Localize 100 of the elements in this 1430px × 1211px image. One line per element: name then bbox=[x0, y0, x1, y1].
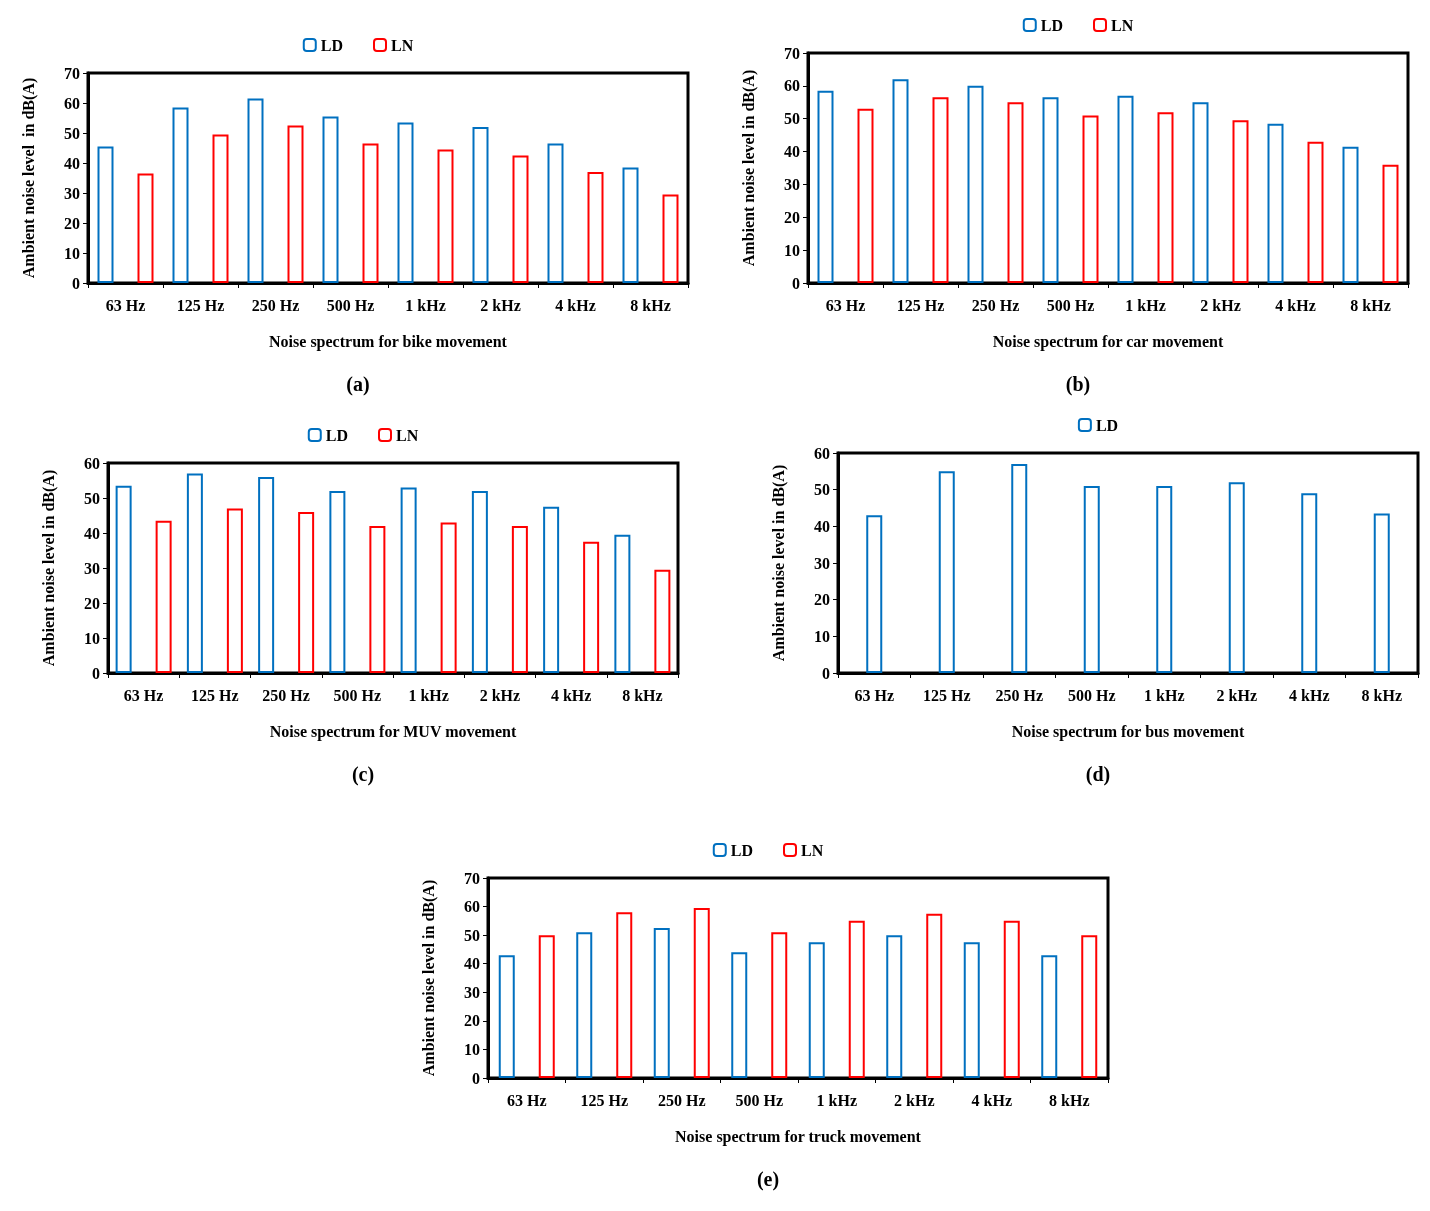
bar bbox=[172, 107, 189, 283]
x-tick-label: 500 Hz bbox=[326, 296, 375, 314]
x-axis-title: Noise spectrum for bus movement bbox=[1011, 722, 1245, 741]
y-tick-label: 60 bbox=[64, 94, 80, 112]
x-tick-label: 4 kHz bbox=[971, 1091, 1012, 1109]
y-tick-label: 60 bbox=[814, 444, 830, 462]
bar bbox=[1232, 120, 1249, 283]
bar bbox=[472, 127, 489, 283]
y-axis-title: Ambient noise level in dB(A) bbox=[19, 77, 38, 279]
bar bbox=[1041, 955, 1058, 1078]
x-tick-label: 8 kHz bbox=[1361, 686, 1402, 704]
bar bbox=[547, 143, 564, 283]
x-tick-label: 4 kHz bbox=[1289, 686, 1330, 704]
y-tick-label: 0 bbox=[92, 664, 100, 682]
x-tick-label: 125 Hz bbox=[922, 686, 971, 704]
x-tick-label: 250 Hz bbox=[995, 686, 1044, 704]
bar bbox=[662, 194, 679, 283]
bar bbox=[1003, 920, 1020, 1078]
bar bbox=[583, 541, 600, 673]
legend-label: LD bbox=[325, 426, 349, 444]
x-tick-label: 250 Hz bbox=[251, 296, 300, 314]
y-tick-label: 30 bbox=[814, 554, 830, 572]
bar bbox=[587, 172, 604, 283]
bar bbox=[963, 942, 980, 1078]
bar bbox=[886, 935, 903, 1078]
y-tick-label: 70 bbox=[464, 869, 480, 887]
x-tick-label: 4 kHz bbox=[1275, 296, 1316, 314]
y-tick-label: 0 bbox=[792, 274, 800, 292]
y-tick-label: 10 bbox=[784, 241, 800, 259]
y-tick-label: 20 bbox=[784, 208, 800, 226]
y-tick-label: 10 bbox=[64, 244, 80, 262]
bar bbox=[212, 134, 229, 283]
legend-label: LD bbox=[1095, 416, 1119, 434]
y-tick-label: 50 bbox=[464, 926, 480, 944]
bar bbox=[397, 122, 414, 283]
bar bbox=[1301, 493, 1318, 673]
bar bbox=[1156, 486, 1173, 673]
bar bbox=[369, 526, 386, 673]
y-tick-label: 60 bbox=[464, 898, 480, 916]
y-tick-label: 40 bbox=[84, 524, 100, 542]
bar bbox=[440, 522, 457, 673]
bar bbox=[1011, 464, 1028, 673]
bar bbox=[857, 108, 874, 283]
y-tick-label: 60 bbox=[84, 454, 100, 472]
bar bbox=[653, 928, 670, 1078]
y-tick-label: 10 bbox=[814, 627, 830, 645]
x-tick-label: 63 Hz bbox=[854, 686, 895, 704]
bar bbox=[512, 155, 529, 283]
bar bbox=[1157, 112, 1174, 283]
bar bbox=[817, 90, 834, 283]
y-tick-label: 0 bbox=[472, 1069, 480, 1087]
bar bbox=[329, 491, 346, 673]
bar bbox=[362, 143, 379, 283]
legend-label: LD bbox=[1040, 16, 1064, 34]
y-tick-label: 70 bbox=[784, 44, 800, 62]
y-tick-label: 10 bbox=[464, 1040, 480, 1058]
bar bbox=[1042, 97, 1059, 283]
bar bbox=[967, 85, 984, 283]
x-tick-label: 8 kHz bbox=[622, 686, 663, 704]
bar bbox=[576, 932, 593, 1078]
x-tick-label: 500 Hz bbox=[735, 1091, 784, 1109]
bar bbox=[137, 173, 154, 283]
bar bbox=[614, 534, 631, 673]
bar bbox=[892, 79, 909, 283]
bar bbox=[866, 515, 883, 673]
bar bbox=[186, 473, 203, 673]
y-axis-title: Ambient noise level in dB(A) bbox=[419, 879, 438, 1077]
y-axis-title: Ambient noise level in dB(A) bbox=[739, 69, 758, 267]
y-tick-label: 20 bbox=[84, 594, 100, 612]
bar bbox=[731, 952, 748, 1078]
bar bbox=[938, 471, 955, 673]
y-tick-label: 30 bbox=[64, 184, 80, 202]
x-axis-title: Noise spectrum for truck movement bbox=[675, 1127, 922, 1146]
legend-label: LN bbox=[391, 36, 414, 54]
bar bbox=[1007, 102, 1024, 283]
text: (a) bbox=[346, 373, 370, 396]
x-tick-label: 1 kHz bbox=[408, 686, 449, 704]
y-tick-label: 0 bbox=[72, 274, 80, 292]
x-tick-label: 63 Hz bbox=[105, 296, 146, 314]
x-tick-label: 125 Hz bbox=[191, 686, 239, 704]
bar bbox=[247, 98, 264, 283]
bar bbox=[437, 149, 454, 283]
x-axis-title: Noise spectrum for MUV movement bbox=[269, 722, 517, 741]
y-tick-label: 20 bbox=[814, 591, 830, 609]
y-tick-label: 30 bbox=[784, 175, 800, 193]
bar bbox=[1192, 102, 1209, 283]
bar bbox=[226, 508, 243, 673]
bar bbox=[1307, 141, 1324, 283]
x-tick-label: 8 kHz bbox=[1049, 1091, 1090, 1109]
x-tick-label: 2 kHz bbox=[479, 686, 521, 704]
y-tick-label: 40 bbox=[814, 517, 830, 535]
y-tick-label: 50 bbox=[814, 481, 830, 499]
x-tick-label: 125 Hz bbox=[896, 296, 945, 314]
bar bbox=[1082, 115, 1099, 283]
y-tick-label: 50 bbox=[784, 110, 800, 128]
x-tick-label: 2 kHz bbox=[894, 1091, 935, 1109]
bar bbox=[258, 477, 275, 673]
x-tick-label: 63 Hz bbox=[123, 686, 164, 704]
x-tick-label: 500 Hz bbox=[1046, 296, 1095, 314]
y-tick-label: 40 bbox=[64, 154, 80, 172]
